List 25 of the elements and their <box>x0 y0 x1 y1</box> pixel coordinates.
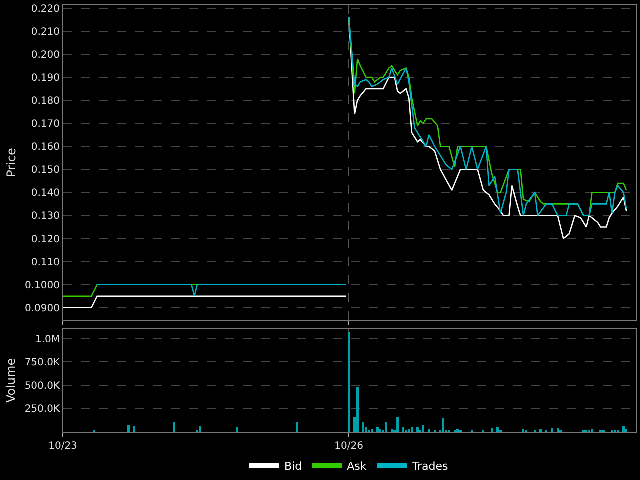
y-tick-label: 0.160 <box>31 142 60 154</box>
y-tick-label: 0.140 <box>31 188 60 200</box>
y-tick-label: 0.210 <box>31 26 60 38</box>
y-tick-label: 0.190 <box>31 73 60 84</box>
y-tick-label: 0.200 <box>31 50 60 61</box>
y-tick-label: 0.0900 <box>25 303 60 314</box>
y-tick-label: 250.0K <box>24 404 60 416</box>
y-tick-label: 0.130 <box>31 211 60 222</box>
y-tick-label: 0.180 <box>31 96 60 108</box>
y-tick-label: 0.220 <box>31 4 60 15</box>
legend-label: Bid <box>284 460 302 473</box>
y-tick-label: 0.120 <box>31 234 60 246</box>
y-tick-label: 0.1000 <box>25 280 60 292</box>
legend-label: Trades <box>411 460 448 473</box>
legend-label: Ask <box>347 460 368 473</box>
x-tick-label: 10/23 <box>48 441 78 452</box>
x-tick-label: 10/26 <box>334 441 364 452</box>
y-tick-label: 0.110 <box>31 257 60 268</box>
y-tick-label: 500.0K <box>24 380 60 392</box>
y-tick-label: 750.0K <box>24 358 60 369</box>
y-tick-label: 1.0M <box>35 334 60 346</box>
y-axis-title: Volume <box>4 358 18 404</box>
y-tick-label: 0.170 <box>31 119 60 130</box>
y-axis-title: Price <box>4 148 18 178</box>
y-tick-label: 0.150 <box>31 165 60 176</box>
